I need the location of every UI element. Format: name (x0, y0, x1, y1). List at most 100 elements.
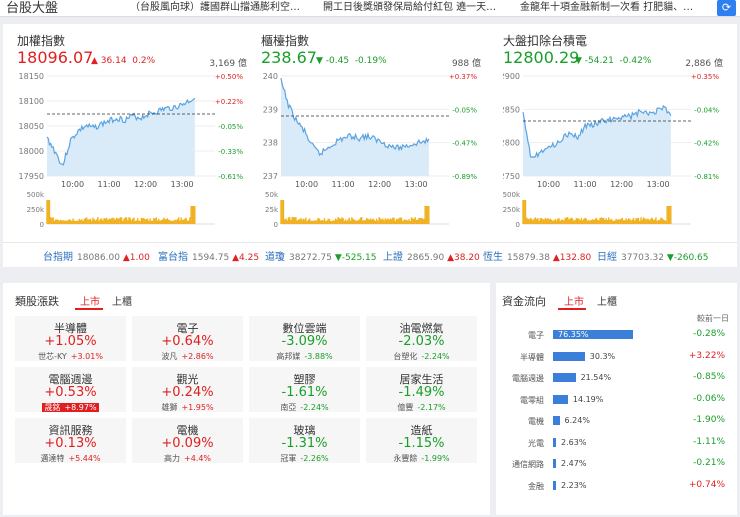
y-pct-label: +0.50% (215, 73, 243, 81)
flow-change: -0.21% (693, 458, 725, 468)
y-axis-label: 18100 (19, 97, 44, 106)
sector-pct: -3.09% (281, 334, 328, 349)
sector-pct: -1.15% (398, 436, 445, 451)
y-axis-label: 12800 (503, 139, 520, 148)
sector-pct: +0.64% (161, 334, 214, 349)
sector-card[interactable]: 觀光 +0.24% 雄獅 +1.95% (132, 367, 243, 412)
x-axis-label: 13:00 (171, 180, 194, 189)
x-axis-label: 13:00 (405, 180, 428, 189)
y-axis-label: 239 (263, 105, 278, 114)
index-chart-taiex[interactable]: 18150 18100 18050 18000 17950 +0.50% +0.22% -0.… (17, 72, 247, 242)
ticker-item[interactable]: 恆生 15879.38 ▲132.80 (483, 252, 592, 263)
x-axis-label: 12:00 (134, 180, 157, 189)
sector-card[interactable]: 居家生活 -1.49% 億豐 -2.17% (366, 367, 477, 412)
sector-pct: +1.05% (44, 334, 97, 349)
y-pct-label: -0.05% (452, 106, 477, 114)
y-axis-label: 18150 (19, 72, 44, 81)
fund-flow-title: 資金流向 (502, 295, 546, 308)
sector-pct: +0.09% (161, 436, 214, 451)
flow-share: 76.35% (558, 330, 589, 339)
flow-bar (553, 330, 633, 339)
index-chart-otc[interactable]: 240 239 238 237 +0.37% -0.05% -0.47% -0.89% 10:0… (261, 72, 481, 242)
y-pct-label: -0.89% (452, 173, 477, 181)
flow-change: -0.85% (693, 372, 725, 382)
flow-change: -1.90% (693, 415, 725, 425)
sector-card[interactable]: 電子 +0.64% 波凡 +2.86% (132, 316, 243, 361)
index-volume: 988 億 (451, 59, 481, 69)
sector-name: 造紙 (410, 424, 433, 437)
flow-sector-name: 通信網路 (512, 460, 544, 469)
flow-share: 2.23% (561, 480, 587, 490)
x-axis-label: 10:00 (61, 180, 84, 189)
flow-share: 30.3% (589, 351, 616, 361)
fund-flow-panel: 資金流向 上市 上櫃 較前一日 電子 76.35% -0.28% 半導體 30.3… (496, 283, 737, 515)
sector-card[interactable]: 數位雲端 -3.09% 高邦媒 -3.88% (249, 316, 360, 361)
ticker-item[interactable]: 日經 37703.32 ▼-260.65 (597, 252, 709, 263)
index-volume: 2,886 億 (685, 59, 723, 69)
ticker-item[interactable]: 道瓊 38272.75 ▼-525.15 (265, 252, 377, 263)
flow-sector-name: 電子 (528, 331, 544, 340)
sector-pct: -1.31% (281, 436, 328, 451)
ticker-item[interactable]: 台指期 18086.00 ▲1.00 (43, 252, 150, 263)
flow-share: 14.19% (572, 394, 604, 404)
y-pct-label: +0.22% (215, 98, 243, 106)
flow-bar (553, 437, 556, 447)
index-value: 238.67 (261, 48, 317, 67)
index-name: 櫃檯指數 (261, 34, 310, 48)
price-line (522, 104, 672, 159)
x-axis-label: 12:00 (368, 180, 391, 189)
x-axis-label: 12:00 (610, 180, 633, 189)
refresh-button[interactable]: ⟳ (717, 0, 736, 16)
tab-listed[interactable]: 上市 (564, 297, 584, 308)
tab-otc[interactable]: 上櫃 (597, 297, 617, 308)
index-chart-ex-tsmc[interactable]: 12900 12850 12800 12750 +0.35% -0.04% -0.42% -0… (503, 72, 723, 242)
price-area (47, 98, 195, 176)
sector-card[interactable]: 半導體 +1.05% 世芯-KY +3.01% (15, 316, 126, 361)
tab-indicator (558, 308, 586, 310)
refresh-icon: ⟳ (721, 1, 732, 14)
x-axis-label: 11:00 (332, 180, 355, 189)
flow-change: +0.74% (688, 479, 725, 490)
flow-sector-name: 電零組 (520, 395, 544, 405)
volume-axis-label: 0 (274, 221, 278, 229)
volume-axis-label: 0 (40, 221, 44, 229)
y-axis-label: 18050 (19, 122, 44, 131)
sector-top-stock: 高力 +4.4% (163, 454, 212, 463)
sector-card[interactable]: 造紙 -1.15% 永豐餘 -1.99% (366, 418, 477, 463)
y-axis-label: 238 (263, 139, 278, 148)
index-change: ▼ -0.45 -0.19% (316, 56, 387, 66)
ticker-item[interactable]: 富台指 1594.75 ▲4.25 (158, 252, 260, 263)
sector-top-stock: 晟銘 +8.97% (42, 403, 99, 412)
sector-card[interactable]: 油電燃氣 -2.03% 台塑化 -2.24% (366, 316, 477, 361)
sector-name: 居家生活 (399, 373, 444, 386)
sector-card[interactable]: 電機 +0.09% 高力 +4.4% (132, 418, 243, 463)
sector-name: 油電燃氣 (399, 322, 444, 335)
ticker-item[interactable]: 上證 2865.90 ▲38.20 (383, 252, 480, 263)
sector-panel-title: 類股漲跌 (15, 295, 59, 308)
news-item-2[interactable]: 開工日後獎頒發保局給付紅包 遶一天… (323, 2, 497, 13)
top-bar: 台股大盤 （台股風向球）護國群山擋通膨利空… 開工日後獎頒發保局給付紅包 遶一天… (0, 0, 740, 17)
flow-bar (553, 373, 576, 382)
flow-bar (553, 416, 560, 425)
sector-top-stock: 億豐 -2.17% (397, 403, 446, 412)
sector-card[interactable]: 電腦週邊 +0.53% 晟銘 +8.97% (15, 367, 126, 412)
price-area (281, 78, 429, 176)
index-value: 12800.29 (503, 48, 580, 67)
sector-card[interactable]: 玻璃 -1.31% 冠軍 -2.26% (249, 418, 360, 463)
index-volume: 3,169 億 (209, 59, 247, 69)
flow-sector-name: 金融 (528, 481, 544, 491)
sector-card[interactable]: 塑膠 -1.61% 南亞 -2.24% (249, 367, 360, 412)
sector-name: 半導體 (54, 322, 87, 335)
news-item-3[interactable]: 金龍年十項金融新制一次看 打肥貓、… (520, 2, 694, 13)
flow-change: -1.11% (693, 436, 725, 447)
flow-change: -0.28% (693, 329, 725, 339)
tab-otc[interactable]: 上櫃 (112, 297, 132, 308)
volume-axis-label: 250k (503, 206, 521, 214)
tab-listed[interactable]: 上市 (80, 297, 100, 308)
news-item-1[interactable]: （台股風向球）護國群山擋通膨利空… (130, 2, 300, 13)
flow-share: 6.24% (564, 416, 590, 425)
sector-card[interactable]: 資訊服務 +0.13% 邁達特 +5.44% (15, 418, 126, 463)
index-value: 18096.07 (17, 48, 94, 67)
volume-axis-label: 0 (516, 221, 520, 229)
sector-top-stock: 世芯-KY +3.01% (38, 352, 103, 361)
